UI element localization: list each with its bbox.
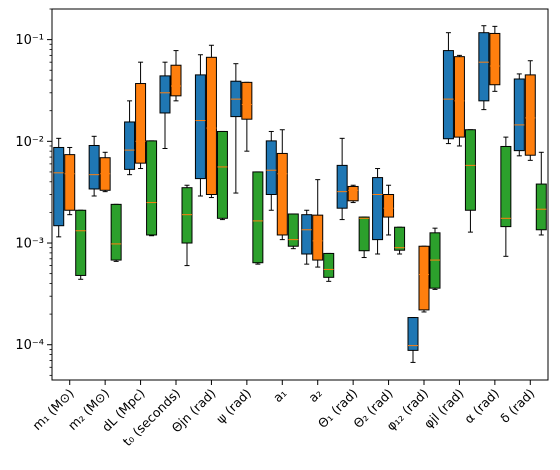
box-group — [347, 184, 359, 204]
box-group — [230, 63, 242, 194]
x-category-label: δ (rad) — [497, 386, 537, 426]
box-rect — [301, 214, 313, 255]
box-group — [524, 60, 536, 161]
box-group — [216, 130, 228, 221]
box-rect — [500, 145, 512, 228]
box-group — [489, 25, 501, 92]
box-rect — [194, 74, 206, 180]
box-rect — [159, 75, 171, 114]
box-rect — [146, 140, 158, 236]
box-rect — [524, 74, 536, 156]
box-rect — [407, 317, 419, 351]
x-category-label: a₂ — [305, 386, 325, 406]
box-group — [110, 203, 122, 262]
box-rect — [265, 140, 277, 196]
box-rect — [347, 185, 359, 202]
x-category-label: a₁ — [270, 386, 290, 406]
box-rect — [181, 187, 193, 244]
box-group — [372, 168, 384, 255]
x-category-label: ψ (rad) — [213, 386, 254, 427]
box-group — [383, 184, 395, 236]
box-group — [124, 100, 136, 176]
box-group — [135, 61, 147, 170]
box-group — [64, 146, 76, 216]
box-rect — [88, 144, 100, 190]
box-rect — [135, 83, 147, 164]
box-group — [252, 171, 264, 265]
box-group — [99, 151, 111, 193]
box-group — [323, 252, 335, 282]
box-rect — [372, 177, 384, 241]
box-group — [88, 135, 100, 197]
box-rect — [124, 121, 136, 170]
x-category-label: φjl (rad) — [421, 386, 467, 432]
box-rect — [241, 81, 253, 120]
box-group — [53, 137, 65, 238]
box-rect — [216, 130, 228, 219]
box-group — [205, 44, 217, 199]
box-group — [241, 81, 253, 152]
box-rect — [205, 56, 217, 196]
box-rect — [323, 252, 335, 278]
box-group — [181, 184, 193, 267]
box-rect — [513, 78, 525, 152]
box-group — [478, 25, 490, 111]
box-rect — [453, 56, 465, 138]
box-rect — [252, 171, 264, 264]
box-group — [75, 209, 87, 280]
box-group — [429, 227, 441, 290]
box-group — [500, 136, 512, 257]
box-rect — [478, 32, 490, 102]
box-group — [394, 226, 406, 255]
box-rect — [64, 154, 76, 211]
box-group — [265, 130, 277, 211]
box-rect — [535, 183, 547, 231]
box-rect — [75, 209, 87, 276]
box-rect — [394, 226, 406, 251]
box-group — [442, 32, 454, 145]
box-rect — [312, 214, 324, 261]
box-rect — [383, 194, 395, 218]
box-rect — [170, 64, 182, 97]
box-group — [513, 73, 525, 157]
box-rect — [464, 129, 476, 211]
boxes-layer — [53, 25, 547, 363]
box-group — [194, 54, 206, 197]
box-rect — [442, 50, 454, 140]
box-rect — [287, 213, 299, 247]
box-group — [453, 54, 465, 147]
box-group — [535, 151, 547, 236]
y-tick-label: 10⁻² — [15, 135, 44, 150]
box-group — [170, 50, 182, 102]
box-rect — [358, 216, 370, 252]
box-group — [358, 216, 370, 259]
box-group — [287, 213, 299, 250]
box-rect — [276, 152, 288, 236]
box-group — [312, 179, 324, 268]
box-group — [301, 209, 313, 265]
box-group — [418, 245, 430, 313]
box-group — [336, 137, 348, 221]
y-tick-label: 10⁻³ — [15, 237, 44, 252]
box-rect — [53, 146, 65, 227]
box-group — [276, 129, 288, 241]
box-rect — [418, 245, 430, 311]
box-rect — [110, 203, 122, 261]
y-tick-label: 10⁻⁴ — [15, 338, 44, 353]
box-group — [407, 317, 419, 363]
box-rect — [336, 164, 348, 209]
box-group — [464, 129, 476, 233]
y-tick-label: 10⁻¹ — [15, 33, 44, 48]
box-group — [146, 140, 158, 237]
box-group — [159, 61, 171, 149]
box-rect — [489, 32, 501, 86]
x-category-label: α (rad) — [461, 386, 502, 427]
